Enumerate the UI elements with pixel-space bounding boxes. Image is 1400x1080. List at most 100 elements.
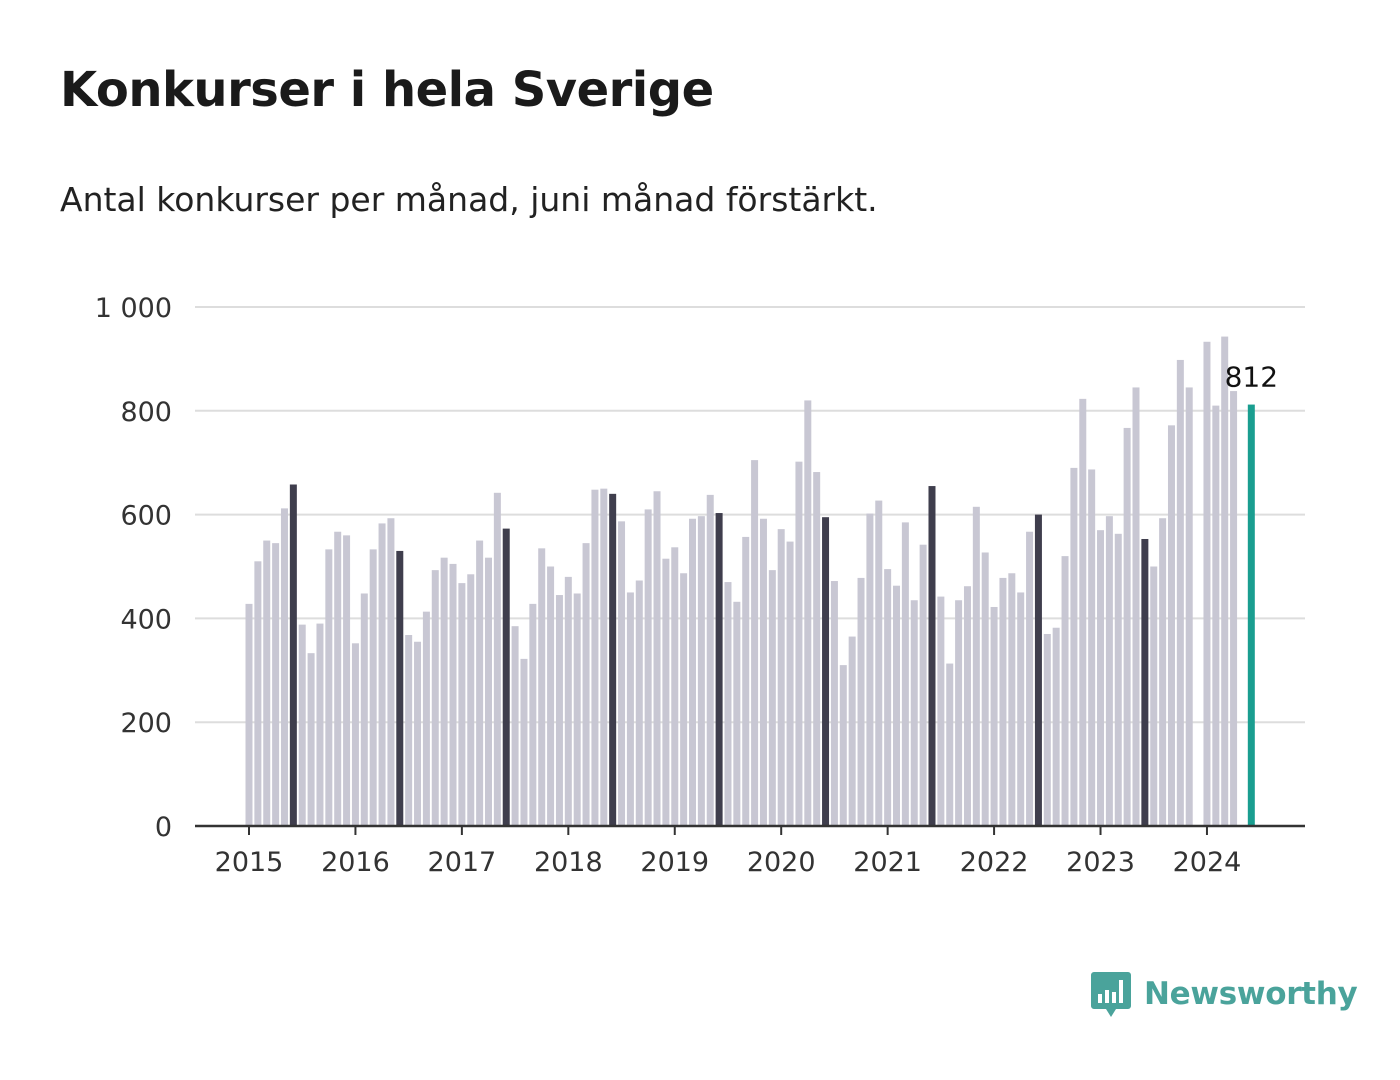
bar: [511, 626, 519, 826]
bar-june: [928, 486, 936, 826]
bar: [804, 400, 812, 826]
x-tick-label: 2023: [1066, 847, 1135, 878]
bar: [1114, 533, 1122, 826]
bar: [431, 570, 439, 826]
bar: [795, 461, 803, 826]
bar: [910, 600, 918, 826]
bar: [440, 557, 448, 826]
bar: [901, 522, 909, 826]
bar: [582, 543, 590, 826]
bar: [1008, 573, 1016, 826]
bar: [334, 531, 342, 826]
bar: [547, 566, 555, 826]
bar: [484, 557, 492, 826]
bar: [405, 635, 413, 826]
bar: [653, 491, 661, 826]
bar: [1097, 530, 1105, 826]
bar: [963, 586, 971, 826]
x-tick-label: 2019: [640, 847, 709, 878]
x-tick-label: 2021: [853, 847, 922, 878]
bar: [1079, 398, 1087, 826]
bar: [263, 540, 271, 826]
bar-june: [502, 528, 510, 826]
bar: [254, 561, 262, 826]
bar-june: [715, 513, 723, 826]
bar: [680, 573, 688, 826]
bar: [467, 574, 475, 826]
bar: [777, 529, 785, 826]
bar: [1159, 518, 1167, 826]
bar: [697, 516, 705, 826]
bar: [1203, 341, 1211, 826]
x-tick-label: 2024: [1173, 847, 1242, 878]
bar: [1167, 425, 1175, 826]
bar: [564, 576, 572, 826]
bar: [245, 603, 253, 826]
y-tick-label: 600: [120, 501, 172, 532]
bar: [1230, 391, 1238, 826]
bar: [351, 643, 359, 826]
bar: [600, 488, 608, 826]
x-tick-label: 2015: [215, 847, 284, 878]
y-tick-label: 1 000: [95, 293, 172, 324]
bar: [830, 581, 838, 826]
bar: [555, 595, 563, 826]
bar: [972, 506, 980, 826]
bar-june: [822, 517, 830, 826]
bar: [618, 521, 626, 826]
bar: [387, 518, 395, 826]
bar: [724, 582, 732, 826]
bar: [458, 583, 466, 826]
bar-june: [396, 550, 404, 826]
bar: [644, 509, 652, 826]
bar: [280, 508, 288, 826]
bar: [1052, 627, 1060, 826]
bar: [857, 577, 865, 826]
bar: [937, 596, 945, 826]
bar: [1123, 427, 1131, 826]
bar: [839, 665, 847, 826]
bar: [919, 544, 927, 826]
brand-logo: Newsworthy: [1090, 970, 1358, 1018]
bar-june: [609, 493, 617, 826]
bar: [671, 547, 679, 826]
bar: [422, 611, 430, 826]
bar: [706, 494, 714, 826]
bar: [1070, 467, 1078, 826]
bar: [1212, 405, 1220, 826]
bar: [875, 500, 883, 826]
bar: [786, 541, 794, 826]
y-tick-label: 400: [120, 604, 172, 635]
x-tick-label: 2018: [534, 847, 603, 878]
bar: [414, 641, 422, 826]
bar: [1132, 387, 1140, 826]
bar: [520, 658, 528, 826]
bar: [529, 603, 537, 826]
bar: [999, 577, 1007, 826]
data-label: 812: [1225, 361, 1278, 394]
bar: [768, 570, 776, 826]
bar: [591, 489, 599, 826]
bar: [538, 548, 546, 826]
bar: [298, 624, 306, 826]
bar: [1221, 336, 1229, 826]
y-tick-label: 800: [120, 397, 172, 428]
bar-june: [289, 484, 297, 826]
bar: [1061, 556, 1069, 826]
bar: [476, 540, 484, 826]
bar: [635, 580, 643, 826]
bar: [813, 472, 821, 826]
bar-june: [1034, 514, 1042, 826]
bar: [733, 601, 741, 826]
bar: [316, 623, 324, 826]
bar-june: [1141, 538, 1149, 826]
bar: [1088, 469, 1096, 826]
bar: [981, 552, 989, 826]
bar: [1185, 387, 1193, 826]
bar: [360, 593, 368, 826]
x-tick-label: 2022: [960, 847, 1029, 878]
bar: [493, 492, 501, 826]
chart-title: Konkurser i hela Sverige: [60, 62, 714, 118]
y-tick-label: 0: [155, 812, 172, 843]
